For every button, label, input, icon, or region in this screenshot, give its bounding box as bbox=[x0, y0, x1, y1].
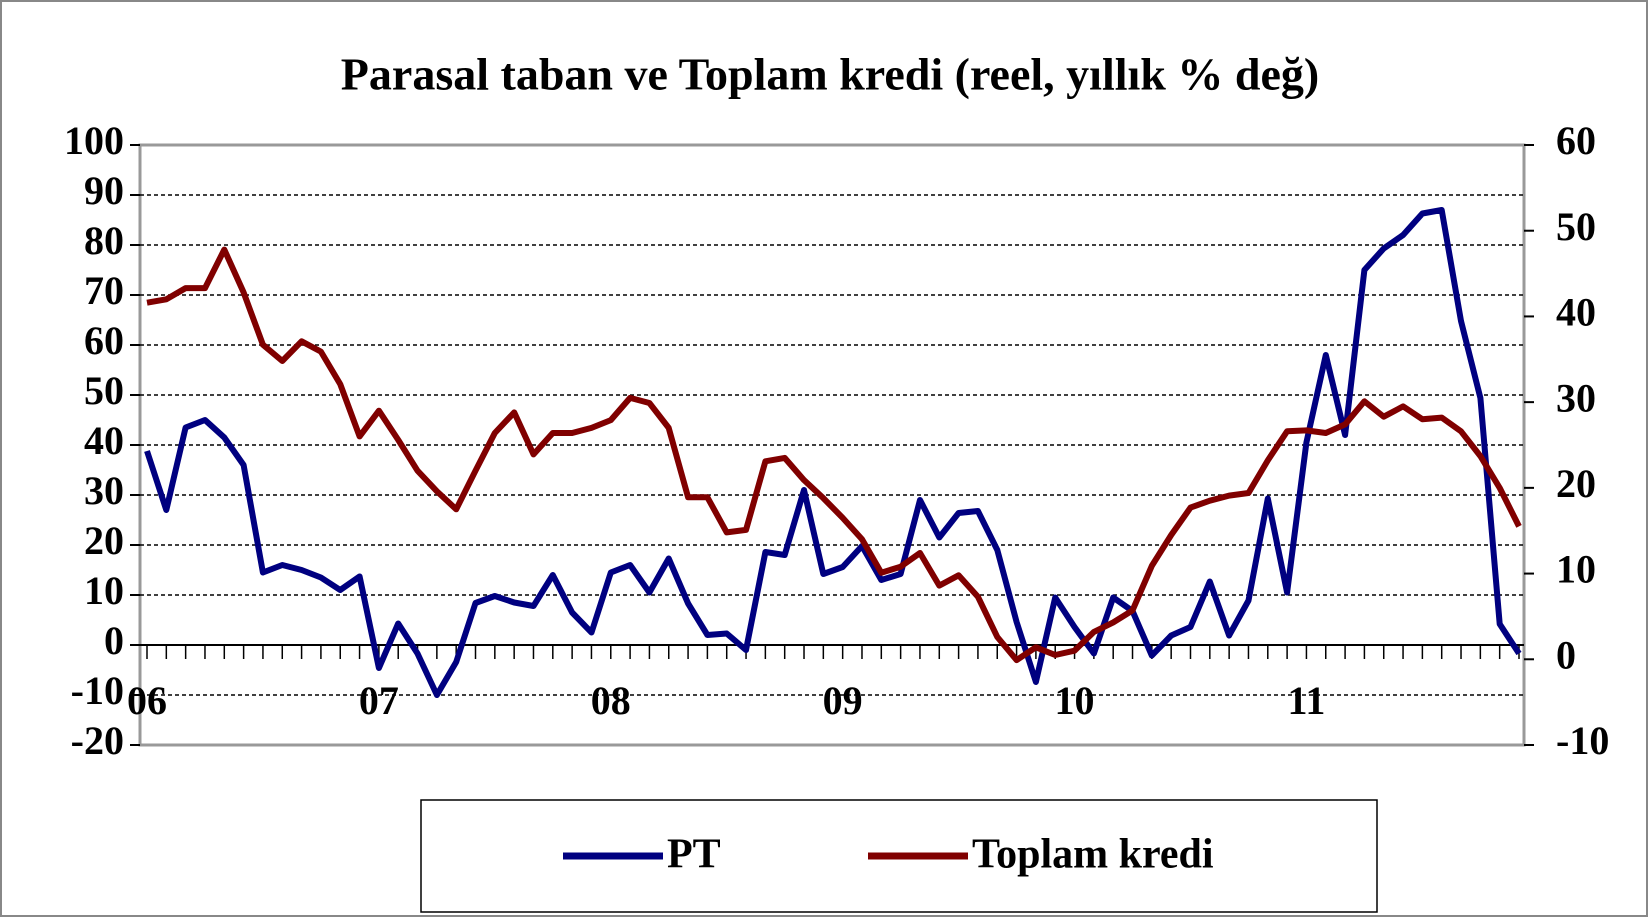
y-tick-label: -20 bbox=[71, 718, 124, 763]
y-tick-label: 70 bbox=[84, 268, 124, 313]
y-tick-label: 80 bbox=[84, 218, 124, 263]
y2-tick-label: -10 bbox=[1556, 718, 1609, 763]
chart-title: Parasal taban ve Toplam kredi (reel, yıl… bbox=[341, 49, 1319, 100]
x-tick-label: 08 bbox=[591, 678, 631, 723]
y-tick-label: 0 bbox=[104, 618, 124, 663]
y-tick-label: 50 bbox=[84, 368, 124, 413]
y2-tick-label: 0 bbox=[1556, 632, 1576, 677]
y-tick-label: 20 bbox=[84, 518, 124, 563]
y2-tick-label: 10 bbox=[1556, 547, 1596, 592]
y-tick-label: 10 bbox=[84, 568, 124, 613]
legend-label: Toplam kredi bbox=[972, 832, 1214, 878]
x-tick-label: 09 bbox=[823, 678, 863, 723]
y2-tick-label: 40 bbox=[1556, 290, 1596, 335]
y2-tick-label: 30 bbox=[1556, 375, 1596, 420]
series-line bbox=[144, 207, 1522, 698]
x-tick-label: 07 bbox=[359, 678, 399, 723]
y-tick-label: 40 bbox=[84, 418, 124, 463]
x-tick-label: 11 bbox=[1288, 678, 1326, 723]
y2-tick-label: 20 bbox=[1556, 461, 1596, 506]
series-line bbox=[146, 246, 1522, 664]
y-tick-label: -10 bbox=[71, 668, 124, 713]
legend-label: PT bbox=[667, 832, 721, 878]
y2-tick-label: 60 bbox=[1556, 118, 1596, 163]
y-tick-label: 90 bbox=[84, 168, 124, 213]
y-tick-label: 60 bbox=[84, 318, 124, 363]
y2-tick-label: 50 bbox=[1556, 204, 1596, 249]
x-tick-label: 06 bbox=[127, 678, 167, 723]
y-tick-label: 100 bbox=[64, 118, 124, 163]
x-tick-label: 10 bbox=[1055, 678, 1095, 723]
y-tick-label: 30 bbox=[84, 468, 124, 513]
